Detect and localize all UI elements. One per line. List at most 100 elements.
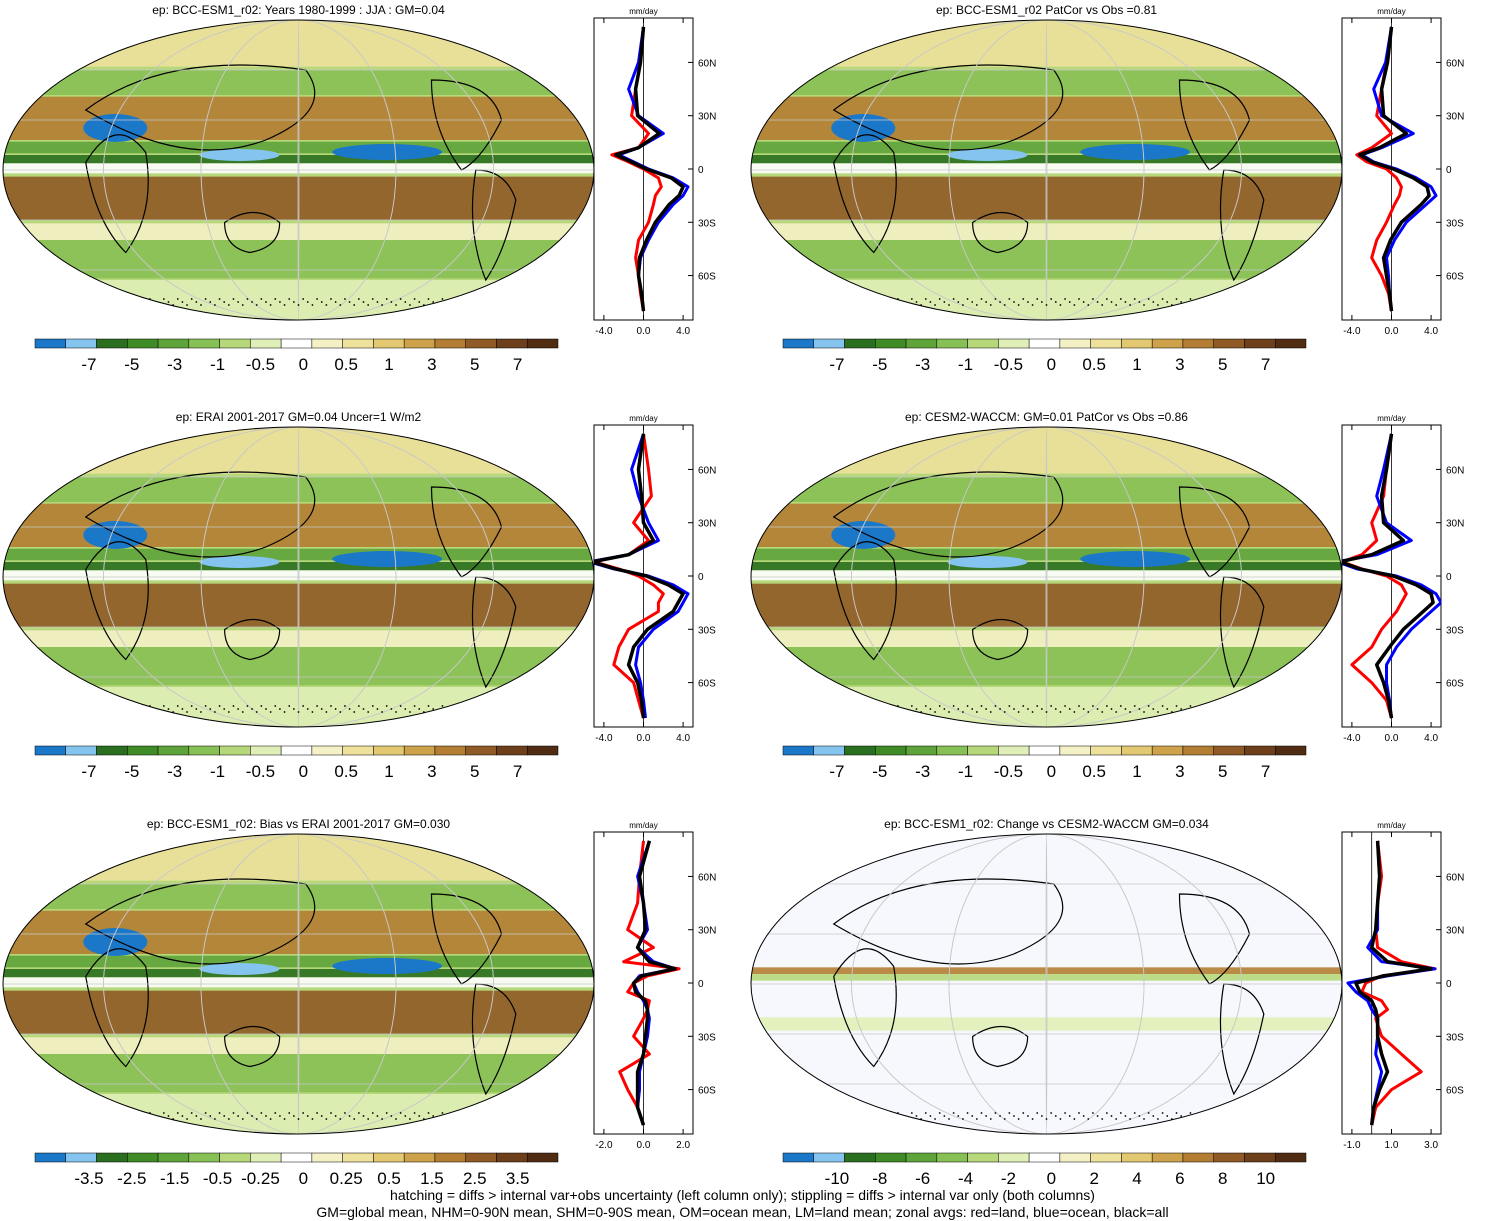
coastline	[1219, 169, 1265, 282]
colorbar-swatch	[34, 745, 67, 756]
stipple-dot	[450, 711, 453, 713]
stipple-dot	[1203, 298, 1206, 300]
stipple-dot	[938, 298, 941, 300]
stipple-dot	[209, 301, 212, 303]
series-land-line	[1355, 26, 1403, 312]
stipple-dot	[190, 705, 193, 707]
stipple-dot	[1175, 298, 1178, 300]
stipple-dot	[246, 705, 249, 707]
stipple-dot	[1115, 304, 1118, 306]
colorbar-swatch	[1213, 1152, 1245, 1163]
stipple-dot	[1175, 1112, 1178, 1114]
colorbar-swatch	[342, 1152, 374, 1163]
antarctic-band	[3, 280, 594, 320]
stipple-dot	[227, 304, 230, 306]
y-tick-label: 30S	[698, 1032, 716, 1043]
stipple-dot	[1027, 1115, 1029, 1117]
stipple-dot	[348, 1115, 351, 1117]
stipple-dot	[218, 1112, 221, 1114]
colorbar-swatch	[434, 745, 466, 756]
colorbar-label: 0	[1047, 355, 1056, 374]
stipple-dot	[906, 1118, 909, 1120]
stipple-dot	[176, 705, 179, 707]
colorbar-label: 0	[299, 355, 308, 374]
colorbar-label: 0	[1047, 762, 1056, 781]
stipple-dot	[1152, 708, 1155, 710]
stipple-dot	[316, 1112, 318, 1114]
stipple-dot	[399, 1112, 402, 1114]
stipple-dot	[1054, 301, 1057, 303]
stipple-dot	[162, 705, 165, 707]
stipple-dot	[432, 708, 435, 710]
stipple-dot	[269, 304, 272, 306]
colorbar-swatch	[1274, 338, 1307, 349]
stipple-dot	[223, 708, 226, 710]
coastline	[471, 169, 517, 282]
panel-title: ep: CESM2-WACCM: GM=0.01 PatCor vs Obs =…	[905, 410, 1188, 424]
stipple-dot	[316, 298, 318, 300]
coastline	[833, 134, 897, 254]
legend-note: GM=global mean, NHM=0-90N mean, SHM=0-90…	[316, 1204, 1169, 1220]
colorbar-swatch	[496, 1152, 528, 1163]
stipple-dot	[144, 711, 147, 713]
colorbar-label: 5	[470, 355, 479, 374]
map-field	[3, 20, 594, 320]
y-tick-label: 30S	[698, 218, 716, 229]
stipple-dot	[966, 298, 969, 300]
stipple-dot	[948, 1118, 950, 1120]
stipple-dot	[1184, 711, 1187, 713]
colorbar-label: 10	[1256, 1169, 1275, 1185]
colorbar-swatch	[1244, 1152, 1276, 1163]
colorbar-label: 0.5	[334, 762, 358, 781]
stipple-dot	[427, 1112, 430, 1114]
y-tick-label: 30N	[698, 112, 716, 123]
stipple-dot	[1198, 1118, 1201, 1120]
stipple-dot	[1184, 1118, 1187, 1120]
coastline	[1178, 893, 1251, 985]
stipple-dot	[910, 705, 913, 707]
southern-ocean-band	[751, 647, 1342, 686]
stipple-dot	[1180, 301, 1183, 303]
stipple-dot	[181, 708, 184, 710]
series-land-line	[1342, 433, 1408, 719]
stipple-dot	[362, 708, 365, 710]
stipple-dot	[1087, 711, 1090, 713]
map-field	[3, 834, 594, 1134]
stipple-dot	[381, 711, 383, 713]
southern-ocean-band	[751, 240, 1342, 279]
colorbar-swatch	[65, 745, 97, 756]
arctic-band	[3, 834, 594, 881]
stipple-dot	[334, 1115, 337, 1117]
stipple-dot	[1003, 304, 1006, 306]
series-all-line	[594, 433, 685, 719]
itcz-north-band	[751, 548, 1342, 561]
colorbar-swatch	[1213, 338, 1245, 349]
colorbar-label: -3	[167, 355, 182, 374]
zonal-unit: mm/day	[1377, 821, 1405, 830]
stipple-dot	[162, 1112, 165, 1114]
stipple-dot	[1008, 298, 1011, 300]
panel-top-right: ep: BCC-ESM1_r02 PatCor vs Obs =0.81 mm/d…	[750, 3, 1464, 374]
stipple-dot	[441, 705, 444, 707]
colorbar-swatch	[875, 745, 907, 756]
stipple-dot	[1013, 708, 1015, 710]
stipple-dot	[260, 1112, 263, 1114]
colorbar-label: 1	[384, 355, 393, 374]
stipple-dot	[399, 298, 402, 300]
stipple-dot	[385, 298, 388, 300]
wet-blob	[947, 149, 1028, 161]
colorbar-label: -0.5	[203, 1169, 232, 1185]
stipple-dot	[135, 1112, 137, 1114]
colorbar-swatch	[219, 338, 251, 349]
stipple-dot	[339, 711, 342, 713]
midlat-north-band	[3, 477, 594, 502]
colorbar-swatch	[96, 1152, 128, 1163]
stipple-dot	[975, 711, 978, 713]
colorbar-swatch	[1244, 745, 1276, 756]
stipple-dot	[906, 304, 909, 306]
x-tick-label: 0.0	[1385, 326, 1399, 337]
series-all-line	[631, 840, 677, 1126]
stipple-dot	[1161, 705, 1164, 707]
stipple-dot	[260, 298, 263, 300]
stipple-dot	[999, 1115, 1001, 1117]
